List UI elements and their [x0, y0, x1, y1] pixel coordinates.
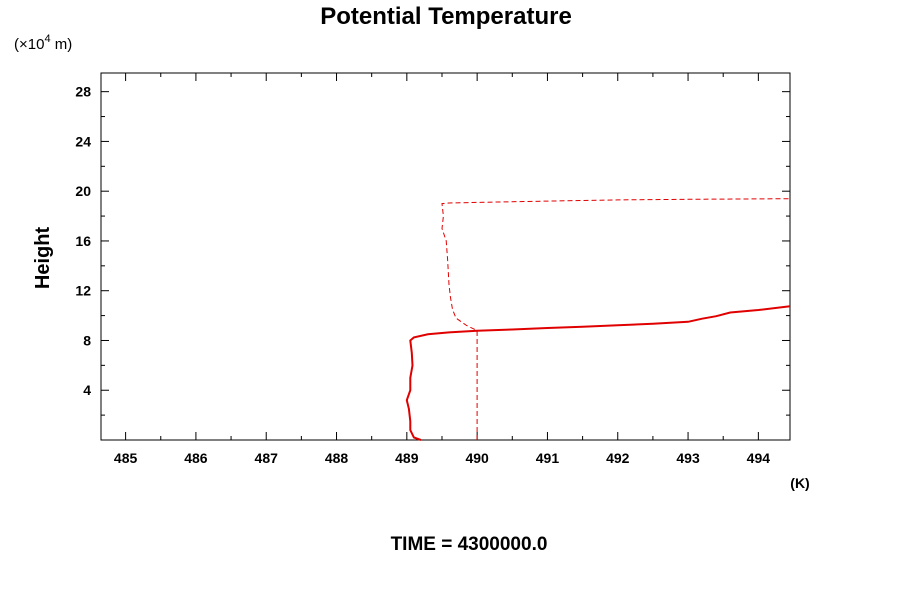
- y-tick-label: 16: [75, 233, 91, 249]
- x-tick-label: 486: [184, 450, 208, 466]
- x-tick-label: 485: [114, 450, 138, 466]
- x-tick-label: 490: [465, 450, 489, 466]
- x-tick-label: 488: [325, 450, 349, 466]
- y-tick-label: 8: [83, 332, 91, 348]
- y-axis-label: Height: [32, 227, 54, 290]
- x-tick-label: 493: [676, 450, 700, 466]
- y-unit-suffix: m): [51, 36, 73, 53]
- data-series: [405, 198, 791, 441]
- y-tick-labels: 4 8 12 16 20 24 28: [75, 84, 91, 399]
- x-tick-label: 487: [255, 450, 279, 466]
- y-tick-label: 4: [83, 382, 91, 398]
- dashed-series-line: [441, 198, 791, 440]
- y-tick-label: 24: [75, 133, 91, 149]
- time-label: TIME = 4300000.0: [391, 534, 548, 555]
- y-tick-label: 28: [75, 84, 91, 100]
- y-tick-label: 20: [75, 183, 91, 199]
- x-tick-label: 494: [747, 450, 771, 466]
- chart-title: Potential Temperature: [320, 3, 572, 30]
- plot-frame: [100, 72, 791, 441]
- x-tick-label: 491: [536, 450, 560, 466]
- x-tick-labels: 485 486 487 488 489 490 491 492 493 494: [114, 450, 770, 466]
- x-tick-label: 492: [606, 450, 630, 466]
- axis-ticks: [101, 73, 790, 440]
- y-unit-prefix: (×10: [14, 36, 44, 53]
- y-axis-unit: (×104 m): [14, 33, 72, 53]
- x-axis-unit-label: (K): [790, 475, 809, 491]
- y-tick-label: 12: [75, 283, 91, 299]
- y-unit-exponent: 4: [44, 33, 50, 45]
- solid-series-line: [405, 305, 791, 441]
- x-tick-label: 489: [395, 450, 419, 466]
